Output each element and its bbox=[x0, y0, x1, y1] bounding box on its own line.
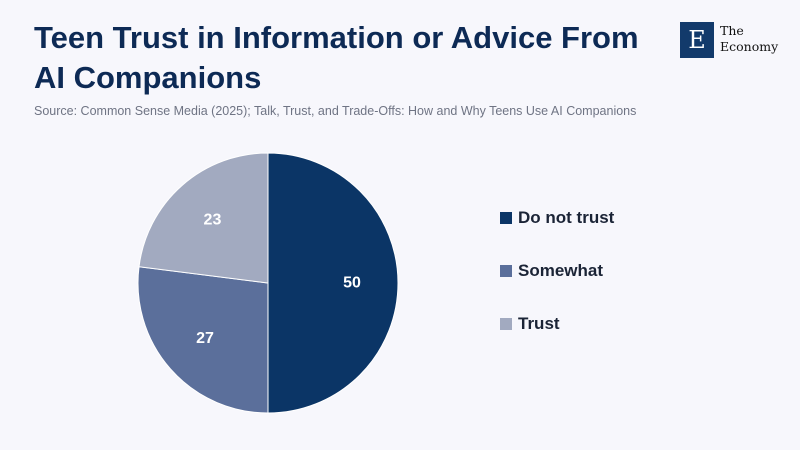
logo-text-line-2: Economy bbox=[720, 39, 779, 54]
legend-item-do-not-trust: Do not trust bbox=[500, 206, 614, 230]
logo-text-line-1: The bbox=[720, 23, 744, 38]
legend-swatch-do-not-trust bbox=[500, 212, 512, 224]
data-label-do-not-trust: 50 bbox=[343, 275, 361, 292]
the-economy-logo: E The Economy bbox=[680, 22, 790, 58]
logo-text: The Economy bbox=[720, 23, 778, 55]
pie-slice-do-not-trust bbox=[267, 152, 399, 414]
pie-slice-trust bbox=[138, 152, 269, 284]
legend-label-do-not-trust: Do not trust bbox=[518, 208, 615, 227]
legend-label-somewhat: Somewhat bbox=[518, 261, 604, 280]
source-note: Source: Common Sense Media (2025); Talk,… bbox=[34, 104, 637, 118]
data-label-trust: 23 bbox=[204, 211, 222, 228]
legend-swatch-somewhat bbox=[500, 265, 512, 277]
legend-item-somewhat: Somewhat bbox=[500, 259, 614, 283]
legend-swatch-trust bbox=[500, 318, 512, 330]
legend-item-trust: Trust bbox=[500, 312, 614, 336]
chart-title: Teen Trust in Information or Advice From… bbox=[34, 20, 639, 95]
logo-mark: E bbox=[680, 22, 714, 58]
data-label-somewhat: 27 bbox=[196, 330, 214, 347]
pie-slice-somewhat bbox=[137, 266, 269, 414]
legend-label-trust: Trust bbox=[518, 314, 560, 333]
chart-legend: Do not trust Somewhat Trust bbox=[500, 206, 614, 365]
